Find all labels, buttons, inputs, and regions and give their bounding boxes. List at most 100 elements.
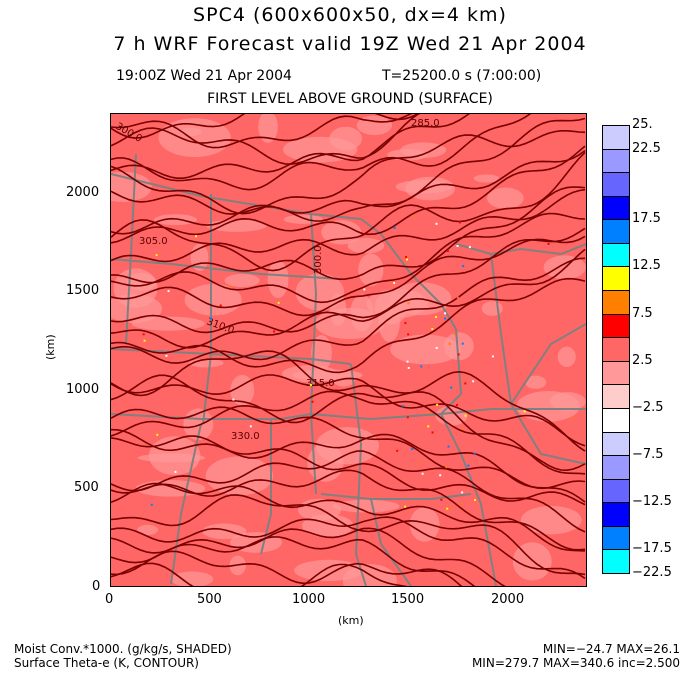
convergence-speck: [143, 339, 146, 342]
colorbar-swatch: [602, 219, 630, 244]
convergence-speck: [447, 445, 450, 448]
colorbar-swatch: [602, 172, 630, 197]
convergence-speck: [210, 317, 213, 320]
x-tick-label: 500: [197, 592, 222, 607]
theta-e-contour: [110, 188, 586, 263]
convergence-speck: [174, 249, 177, 252]
light-shading-patch: [395, 180, 453, 194]
convergence-speck: [150, 503, 153, 506]
convergence-speck: [547, 242, 550, 245]
light-shading-patch: [224, 273, 260, 288]
theta-e-contour: [110, 350, 586, 452]
border-line: [440, 413, 497, 587]
convergence-speck: [440, 498, 443, 501]
border-line: [309, 213, 318, 495]
convergence-speck: [474, 498, 477, 501]
light-shading-patch: [170, 571, 214, 587]
convergence-speck: [464, 414, 467, 417]
convergence-speck: [467, 464, 470, 467]
model-time: T=25200.0 s (7:00:00): [382, 68, 542, 84]
convergence-speck: [461, 491, 464, 494]
convergence-speck: [435, 222, 438, 225]
shaded-field-background: [111, 114, 586, 586]
colorbar-swatch: [602, 337, 630, 362]
convergence-speck: [461, 342, 464, 345]
convergence-speck: [435, 346, 438, 349]
border-line: [110, 348, 352, 365]
convergence-speck: [450, 386, 453, 389]
convergence-speck: [407, 366, 410, 369]
convergence-speck: [404, 505, 407, 508]
border-line: [125, 153, 137, 345]
light-shading-patch: [283, 214, 324, 224]
convergence-speck: [570, 417, 573, 420]
light-shading-patch: [356, 115, 393, 136]
colorbar-swatch: [602, 125, 630, 150]
theta-e-contour: [110, 428, 586, 503]
convergence-speck: [456, 244, 459, 247]
convergence-speck: [464, 382, 467, 385]
convergence-specks: [142, 215, 573, 510]
light-shading-patch: [311, 334, 332, 372]
convergence-speck: [393, 226, 396, 229]
colorbar-label: −2.5: [632, 399, 664, 415]
x-axis-label: (km): [338, 614, 364, 627]
convergence-speck: [165, 354, 168, 357]
contour-label: 305.0: [139, 236, 168, 247]
convergence-speck: [232, 398, 235, 401]
colorbar-swatch: [602, 525, 630, 551]
x-tick-label: 0: [105, 592, 114, 607]
theta-e-contour: [110, 149, 586, 235]
convergence-speck: [427, 411, 430, 414]
theta-e-contour: [110, 130, 586, 215]
light-shading-patch: [549, 392, 586, 411]
convergence-speck: [156, 433, 159, 436]
convergence-speck: [155, 254, 158, 257]
theta-e-contour: [110, 117, 586, 222]
convergence-speck: [468, 246, 471, 249]
theta-e-contour: [110, 482, 586, 552]
convergence-speck: [444, 317, 447, 320]
convergence-speck: [445, 466, 448, 469]
convergence-speck: [456, 296, 459, 299]
colorbar-label: 7.5: [632, 305, 653, 321]
theta-e-contour: [110, 227, 586, 334]
theta-e-contour: [110, 235, 586, 317]
colorbar-swatch: [602, 478, 630, 504]
convergence-speck: [444, 312, 447, 315]
convergence-speck: [473, 452, 476, 455]
colorbar-swatch: [602, 360, 630, 386]
convergence-speck: [431, 328, 434, 331]
light-shading-patch: [180, 127, 202, 136]
colorbar-swatch: [602, 148, 630, 174]
convergence-speck: [436, 403, 439, 406]
convergence-speck: [406, 416, 409, 419]
contour-label: 285.0: [411, 118, 440, 129]
light-shading-patch: [282, 136, 358, 163]
light-shading-patch: [267, 260, 289, 299]
x-tick-label: 2000: [491, 592, 525, 607]
shaded-field-stats: MIN=−24.7 MAX=26.1: [542, 642, 680, 656]
border-line: [490, 253, 512, 405]
theta-e-contour: [110, 145, 586, 244]
theta-e-contour: [110, 83, 586, 191]
light-shading-patch: [557, 346, 576, 368]
convergence-speck: [427, 425, 430, 428]
valid-time: 19:00Z Wed 21 Apr 2004: [116, 68, 292, 84]
level-label: FIRST LEVEL ABOVE GROUND (SURFACE): [207, 91, 493, 107]
convergence-speck: [419, 462, 422, 465]
convergence-speck: [472, 380, 475, 383]
colorbar-label: 22.5: [632, 140, 661, 156]
convergence-speck: [458, 221, 461, 224]
light-shading-patch: [137, 524, 159, 535]
convergence-speck: [404, 322, 407, 325]
convergence-speck: [311, 400, 314, 403]
plot-title: SPC4 (600x600x50, dx=4 km): [193, 4, 507, 26]
y-tick-label: 1000: [66, 382, 100, 397]
convergence-speck: [446, 507, 449, 510]
convergence-speck: [407, 333, 410, 336]
state-borders: [110, 153, 587, 587]
convergence-speck: [277, 301, 280, 304]
contour-label: 315.0: [306, 378, 335, 389]
convergence-speck: [393, 282, 396, 285]
